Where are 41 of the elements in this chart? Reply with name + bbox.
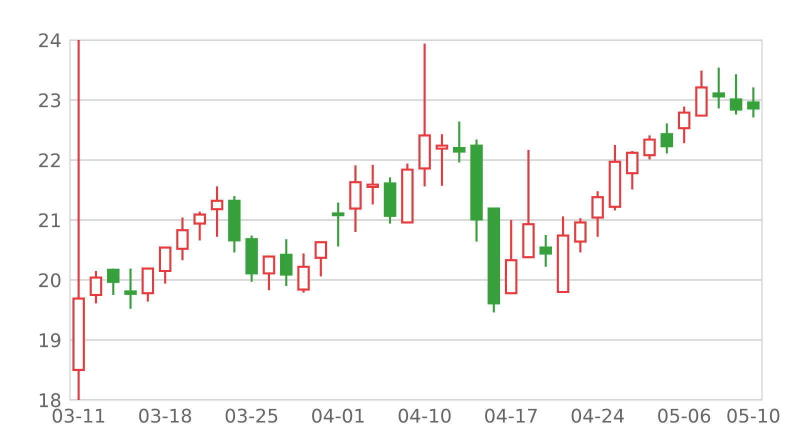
candlestick — [436, 133, 448, 187]
y-tick-label: 23 — [39, 93, 60, 108]
candlestick — [540, 234, 552, 268]
candlestick — [297, 252, 310, 294]
y-tick-label: 24 — [39, 33, 61, 48]
candlestick — [280, 238, 292, 288]
candlestick — [643, 134, 656, 160]
y-tick-label: 20 — [39, 273, 60, 288]
candlestick — [453, 120, 466, 164]
y-tick-label: 19 — [40, 333, 60, 348]
candlestick — [90, 270, 102, 304]
candlestick — [107, 268, 120, 296]
candlestick — [366, 164, 379, 206]
x-tick-label: 04-10 — [398, 408, 451, 423]
candlestick — [574, 217, 587, 254]
x-tick-label: 03-25 — [226, 408, 278, 423]
x-tick-label: 04-01 — [312, 408, 364, 423]
x-tick-label: 04-17 — [485, 408, 537, 423]
y-tick-label: 18 — [40, 393, 60, 408]
candlestick — [210, 185, 224, 238]
candlestick — [747, 86, 760, 118]
y-tick-label: 21 — [39, 213, 60, 228]
x-tick-label: 04-24 — [572, 408, 624, 423]
candlestick — [194, 210, 206, 242]
candlestick — [591, 190, 604, 238]
candlestick — [660, 122, 674, 154]
candlestick — [262, 254, 276, 292]
candlestick — [332, 202, 344, 248]
candlestick — [124, 268, 137, 310]
x-tick-label: 03-18 — [139, 408, 192, 423]
candlestick — [626, 150, 638, 190]
candlestick — [176, 216, 189, 262]
x-tick-label: 05-06 — [658, 408, 710, 423]
x-tick-label: 05-10 — [727, 408, 780, 423]
x-tick-label: 03-11 — [52, 408, 104, 423]
candlestick — [314, 240, 328, 278]
candlestick — [712, 66, 725, 110]
candlestick — [158, 246, 172, 285]
y-tick-label: 22 — [39, 153, 60, 168]
candlestick — [730, 73, 742, 116]
candlestick — [678, 106, 690, 144]
